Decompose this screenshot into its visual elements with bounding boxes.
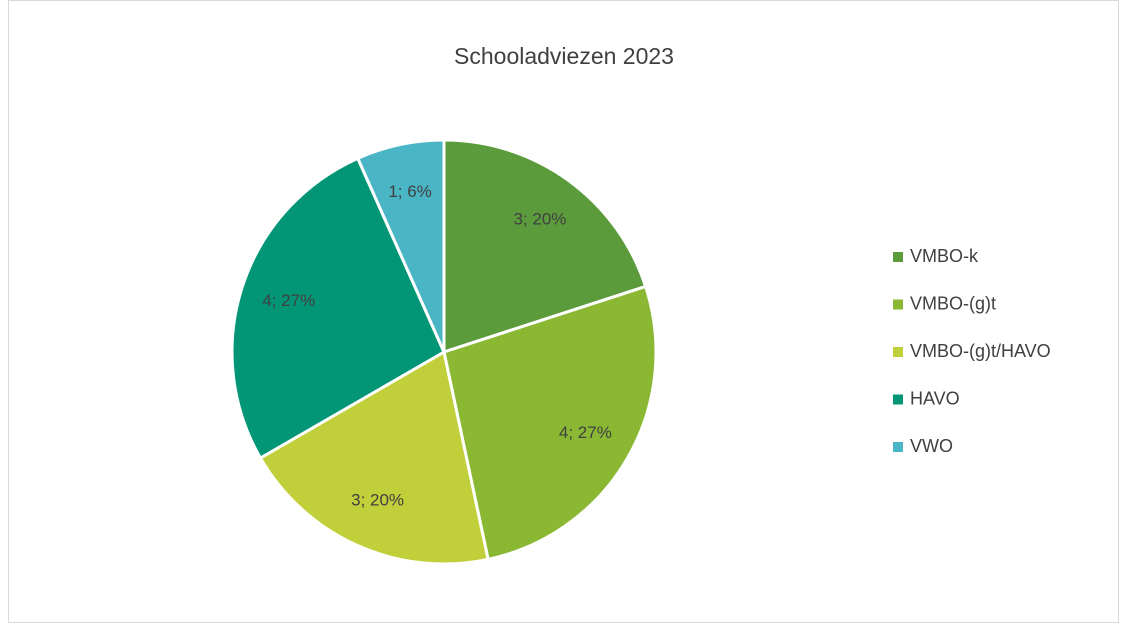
legend-swatch [893,394,903,405]
legend-label: VMBO-(g)t [910,293,996,313]
chart-title: Schooladviezen 2023 [454,43,674,69]
legend-label: HAVO [910,388,960,408]
legend-label: VMBO-(g)t/HAVO [910,341,1051,361]
data-label: 3; 20% [513,209,566,228]
data-label: 4; 27% [262,291,315,310]
legend-label: VWO [910,436,953,456]
legend-swatch [893,442,903,452]
data-label: 4; 27% [559,423,612,442]
legend-swatch [893,252,903,262]
legend-swatch [893,347,903,357]
pie-slice [442,284,658,562]
pie-slice [355,138,446,353]
pie-slice [442,138,648,355]
data-label: 3; 20% [351,491,404,510]
legend-swatch [893,299,903,310]
pie-slice [258,349,490,566]
data-label: 1; 6% [388,182,431,201]
legend-label: VMBO-k [910,246,979,266]
